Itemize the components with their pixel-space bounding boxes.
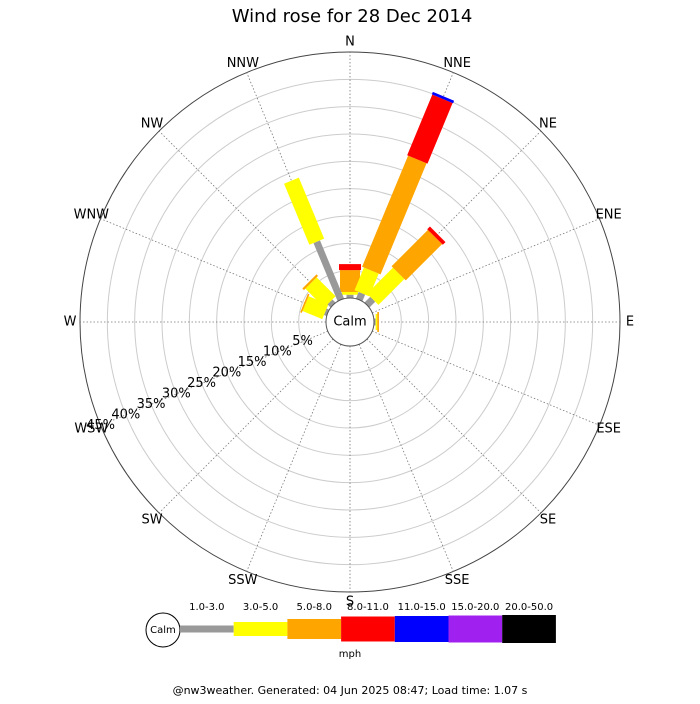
legend-label: 1.0-3.0 bbox=[189, 602, 224, 613]
ring-label: 35% bbox=[137, 397, 166, 412]
direction-label: N bbox=[345, 35, 355, 50]
bar-segment bbox=[362, 155, 427, 275]
direction-label: SW bbox=[141, 512, 162, 527]
legend-label: 5.0-8.0 bbox=[297, 602, 332, 613]
spoke bbox=[372, 330, 600, 426]
spoke bbox=[372, 218, 600, 314]
grid-ring bbox=[106, 78, 594, 566]
ring-label: 5% bbox=[292, 334, 313, 349]
bar-segment bbox=[355, 291, 366, 302]
legend-unit: mph bbox=[339, 649, 361, 660]
bar-segment bbox=[340, 270, 360, 292]
direction-label: E bbox=[626, 315, 634, 330]
bar-segment bbox=[431, 91, 455, 104]
grid-ring bbox=[134, 106, 566, 538]
legend-swatch bbox=[448, 615, 503, 643]
chart-title: Wind rose for 28 Dec 2014 bbox=[232, 6, 473, 27]
direction-label: NNE bbox=[443, 56, 471, 71]
bar-segment bbox=[284, 177, 325, 245]
bar-segment bbox=[305, 277, 336, 308]
bar-segment bbox=[327, 299, 336, 308]
calm-circle bbox=[325, 297, 375, 347]
legend-swatch bbox=[394, 616, 449, 642]
legend-label: 11.0-15.0 bbox=[398, 602, 446, 613]
legend-label: 3.0-5.0 bbox=[243, 602, 278, 613]
legend-label: 20.0-50.0 bbox=[505, 602, 553, 613]
direction-label: SE bbox=[540, 512, 556, 527]
spoke bbox=[158, 130, 334, 306]
bar-segment bbox=[391, 229, 443, 281]
spoke bbox=[358, 344, 454, 572]
spoke bbox=[366, 130, 542, 306]
legend-label: 15.0-20.0 bbox=[451, 602, 499, 613]
bar-segment bbox=[427, 226, 446, 245]
bar-segment bbox=[323, 308, 330, 317]
bar-segment bbox=[367, 267, 405, 305]
bar-segment bbox=[302, 274, 319, 291]
direction-label: WNW bbox=[74, 207, 110, 222]
ring-label: 30% bbox=[162, 386, 191, 401]
direction-label: S bbox=[346, 595, 354, 610]
direction-label: ESE bbox=[596, 422, 621, 437]
bar-segment bbox=[377, 312, 379, 332]
bar-segment bbox=[407, 94, 453, 164]
grid-ring bbox=[161, 133, 539, 511]
legend-swatch bbox=[180, 625, 234, 633]
spoke bbox=[100, 218, 328, 314]
spoke bbox=[158, 338, 334, 514]
bar-segment bbox=[346, 294, 354, 298]
bar-segment bbox=[354, 267, 379, 297]
direction-label: W bbox=[64, 315, 77, 330]
legend-label: 8.0-11.0 bbox=[347, 602, 389, 613]
legend-calm-label: Calm bbox=[150, 625, 176, 636]
spoke bbox=[246, 344, 342, 572]
spoke bbox=[100, 330, 328, 426]
grid-ring bbox=[270, 242, 430, 402]
direction-label: NW bbox=[141, 117, 164, 132]
ring-label: 40% bbox=[111, 407, 140, 422]
direction-label: SSE bbox=[445, 573, 470, 588]
bar-segment bbox=[313, 240, 345, 302]
direction-label: SSW bbox=[228, 573, 258, 588]
spoke bbox=[366, 338, 542, 514]
ring-label: 10% bbox=[263, 345, 292, 360]
bar-segment bbox=[300, 293, 310, 313]
legend-swatch bbox=[233, 622, 288, 636]
ring-label: 25% bbox=[187, 376, 216, 391]
bar-segment bbox=[342, 291, 358, 295]
bar-segment bbox=[375, 314, 378, 330]
legend-swatch bbox=[341, 616, 395, 642]
direction-label: ENE bbox=[596, 207, 622, 222]
bar-segment bbox=[339, 264, 361, 271]
footer: @nw3weather. Generated: 04 Jun 2025 08:4… bbox=[173, 684, 528, 697]
direction-label: WSW bbox=[74, 422, 108, 437]
ring-label: 45% bbox=[86, 418, 115, 433]
ring-label: 20% bbox=[212, 366, 241, 381]
direction-label: NNW bbox=[227, 56, 259, 71]
direction-label: NE bbox=[539, 117, 557, 132]
legend-swatch bbox=[502, 615, 556, 643]
ring-label: 15% bbox=[238, 355, 267, 370]
legend-swatch bbox=[287, 619, 342, 639]
calm-label: Calm bbox=[333, 315, 366, 330]
